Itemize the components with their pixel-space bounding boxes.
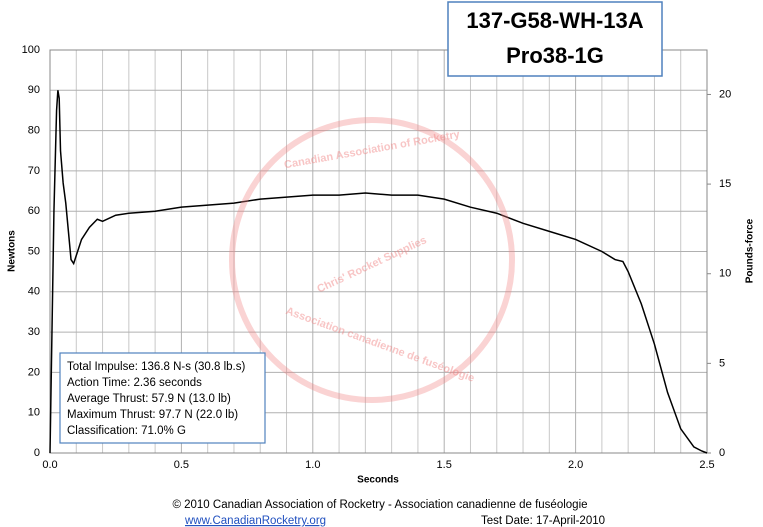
footer-text: Test Date: 17-April-2010 [481, 515, 605, 527]
x-axis-title: Seconds [357, 475, 399, 486]
title-box [447, 1, 663, 77]
y-axis-title: Newtons [7, 230, 18, 272]
x-tick-label: 1.5 [437, 459, 452, 471]
info-line: Average Thrust: 57.9 N (13.0 lb) [67, 393, 231, 405]
y2-tick-label: 15 [719, 178, 731, 190]
x-tick-label: 2.5 [699, 459, 714, 471]
info-box-frame [59, 352, 266, 444]
info-line: Maximum Thrust: 97.7 N (22.0 lb) [67, 409, 238, 421]
x-tick-label: 2.0 [568, 459, 583, 471]
footer-link[interactable]: www.CanadianRocketry.org [184, 515, 326, 527]
y-tick-label: 0 [34, 447, 40, 459]
y-tick-label: 10 [28, 407, 40, 419]
y-tick-label: 90 [28, 84, 40, 96]
y-tick-label: 80 [28, 125, 40, 137]
y-tick-label: 30 [28, 326, 40, 338]
x-tick-label: 0.0 [42, 459, 57, 471]
x-tick-label: 1.0 [305, 459, 320, 471]
info-line: Classification: 71.0% G [67, 425, 186, 437]
chart-title: 137-G58-WH-13A [466, 8, 643, 33]
watermark-circle [229, 117, 515, 403]
chart-title: Pro38-1G [506, 43, 604, 68]
y-tick-label: 60 [28, 205, 40, 217]
x-tick-label: 0.5 [174, 459, 189, 471]
y2-tick-label: 20 [719, 88, 731, 100]
y2-tick-label: 10 [719, 268, 731, 280]
y-tick-label: 100 [22, 44, 40, 56]
footer-text: © 2010 Canadian Association of Rocketry … [172, 499, 587, 511]
y-tick-label: 50 [28, 245, 40, 257]
y2-axis-title: Pounds-force [745, 218, 756, 283]
thrust-line [49, 90, 708, 454]
y-tick-label: 70 [28, 165, 40, 177]
y2-tick-label: 5 [719, 357, 725, 369]
info-box: Total Impulse: 136.8 N-s (30.8 lb.s) Acti… [59, 352, 266, 444]
y-tick-label: 20 [28, 366, 40, 378]
plot-border [49, 49, 708, 454]
info-line: Action Time: 2.36 seconds [67, 377, 202, 389]
info-line: Total Impulse: 136.8 N-s (30.8 lb.s) [67, 361, 245, 373]
y-tick-label: 40 [28, 286, 40, 298]
y2-tick-label: 0 [719, 447, 725, 459]
